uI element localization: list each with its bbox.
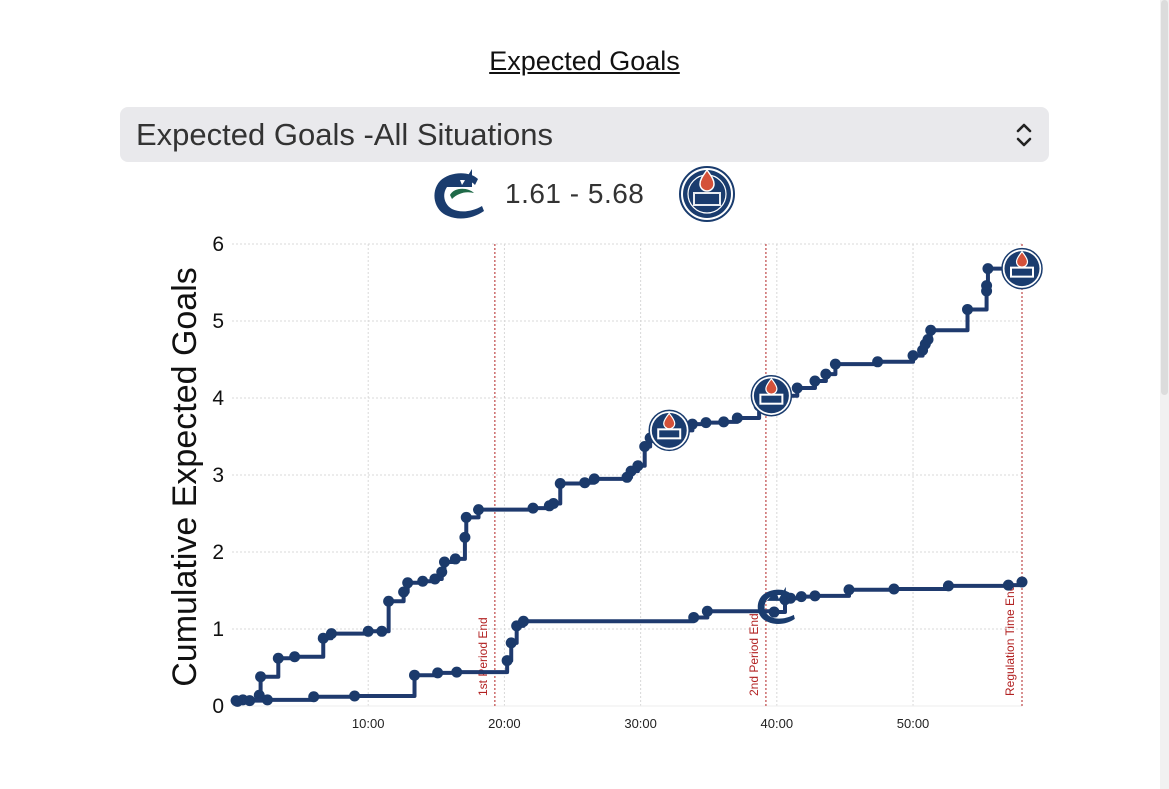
oilers-shot-point [376,625,388,637]
oilers-shot-point [632,460,644,472]
oilers-shot-point [527,502,539,514]
canucks-shot-point [501,655,513,667]
oilers-shot-point [731,412,743,424]
score-text: 1.61 - 5.68 [505,178,645,209]
canucks-logo-icon [434,169,484,219]
canucks-shot-point [843,584,855,596]
oilers-shot-point [325,628,337,640]
oilers-shot-point [362,625,374,637]
oilers-shot-point [459,531,471,543]
oilers-shot-point [402,577,414,589]
oilers-shot-point [700,417,712,429]
oilers-shot-point [255,671,267,683]
period-line-label: 2nd Period End [747,613,761,696]
period-line-label: 1st Period End [476,617,490,696]
oilers-goal-logo-icon [750,374,793,417]
oilers-shot-point [872,356,884,368]
y-tick-label: 1 [212,618,224,641]
oilers-shot-point [436,566,448,578]
canucks-shot-point [809,590,821,602]
oilers-logo-letters [761,395,782,403]
oilers-logo-letters [659,430,680,438]
oilers-shot-point [473,504,485,516]
scrollbar[interactable] [1160,0,1169,789]
page-title: Expected Goals [489,46,680,76]
canucks-xg-line [237,582,1024,704]
score-row: 1.61 - 5.68 [0,163,1169,223]
oilers-shot-point [718,416,730,428]
oilers-shot-point [289,651,301,663]
x-tick-label: 20:00 [488,716,521,731]
y-tick-label: 5 [212,310,224,333]
oilers-shot-point [383,595,395,607]
x-tick-label: 10:00 [352,716,385,731]
y-tick-label: 4 [212,387,224,410]
x-tick-label: 30:00 [624,716,657,731]
oilers-shot-point [981,280,993,292]
oilers-shot-point [639,441,651,453]
oilers-shot-point [449,553,461,565]
canucks-logo-orca [766,586,786,601]
oilers-shot-point [588,473,600,485]
canucks-goal-logo-icon [757,586,795,625]
canucks-shot-point [888,583,900,595]
oilers-shot-point [398,586,410,598]
scrollbar-thumb[interactable] [1161,0,1168,395]
canucks-shot-point [768,606,780,618]
canucks-shot-point [308,691,320,703]
oilers-goal-logo-icon [648,409,690,452]
y-tick-label: 0 [212,695,224,718]
oilers-logo-letters [1012,268,1032,276]
chevron-up-down-icon [1016,123,1032,147]
y-tick-label: 6 [212,233,224,256]
oilers-shot-point [547,497,559,509]
oilers-shot-point [791,382,803,394]
oilers-shot-point [922,333,934,345]
canucks-shot-point [795,591,807,603]
oilers-shot-point [438,556,450,568]
canucks-shot-point [244,695,256,707]
situation-select[interactable]: Expected Goals -All Situations [120,107,1049,162]
y-axis-label: Cumulative Expected Goals [166,267,204,687]
oilers-shot-point [579,477,591,489]
canucks-shot-point [1016,576,1028,588]
oilers-shot-point [820,368,832,380]
canucks-shot-point [349,690,361,702]
canucks-shot-point [701,605,713,617]
oilers-goal-logo-icon [1001,247,1043,290]
oilers-shot-point [272,652,284,664]
x-tick-label: 50:00 [897,716,930,731]
period-line-label: Regulation Time End [1003,585,1017,696]
canucks-shot-point [1002,579,1014,591]
oilers-shot-point [417,575,429,587]
canucks-shot-point [409,669,421,681]
oilers-xg-line [236,266,1022,703]
oilers-shot-point [809,375,821,387]
canucks-shot-point [451,666,463,678]
oilers-shot-point [925,324,937,336]
canucks-shot-point [505,637,517,649]
canucks-shot-point [942,580,954,592]
oilers-shot-point [317,632,329,644]
canucks-shot-point [688,611,700,623]
oilers-shot-point [429,573,441,585]
oilers-logo-icon [679,166,735,222]
canucks-shot-point [517,615,529,627]
situation-select-value: Expected Goals -All Situations [136,116,553,152]
y-tick-label: 3 [212,464,224,487]
canucks-shot-point [261,694,273,706]
oilers-shot-point [460,511,472,523]
oilers-shot-point [829,358,841,370]
oilers-shot-point [253,689,265,701]
x-tick-label: 40:00 [761,716,794,731]
y-tick-label: 2 [212,541,224,564]
oilers-shot-point [907,350,919,362]
oilers-shot-point [962,303,974,315]
oilers-shot-point [982,263,994,275]
canucks-logo-c [757,589,795,625]
canucks-shot-point [231,695,243,707]
oilers-shot-point [554,477,566,489]
canucks-shot-point [432,667,444,679]
